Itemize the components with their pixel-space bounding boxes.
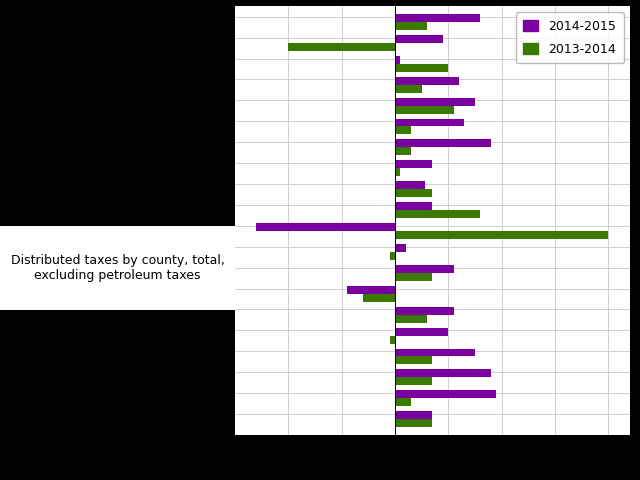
Bar <box>363 294 395 302</box>
Bar <box>395 328 449 336</box>
Bar <box>395 189 433 197</box>
Bar <box>395 35 443 43</box>
Bar <box>395 22 427 30</box>
Bar <box>395 273 433 281</box>
Bar <box>395 14 481 22</box>
Bar <box>395 97 475 106</box>
Bar <box>395 398 411 406</box>
Bar <box>395 231 609 239</box>
Bar <box>395 77 459 84</box>
Bar <box>395 210 481 218</box>
Legend: 2014-2015, 2013-2014: 2014-2015, 2013-2014 <box>516 12 623 63</box>
Bar <box>395 370 491 377</box>
Bar <box>395 126 411 134</box>
Bar <box>395 348 475 357</box>
Bar <box>395 168 400 176</box>
Bar <box>395 147 411 156</box>
Text: Distributed taxes by county, total,
excluding petroleum taxes: Distributed taxes by county, total, excl… <box>10 253 225 282</box>
Bar <box>395 202 433 210</box>
FancyBboxPatch shape <box>0 226 235 310</box>
Bar <box>395 315 427 323</box>
Bar <box>390 252 395 260</box>
Bar <box>395 357 433 364</box>
Bar <box>395 181 425 189</box>
Bar <box>395 411 433 419</box>
Bar <box>395 119 465 126</box>
Bar <box>395 419 433 427</box>
Bar <box>395 244 406 252</box>
Bar <box>395 265 454 273</box>
Bar <box>395 84 422 93</box>
Bar <box>395 377 433 385</box>
Bar <box>395 64 449 72</box>
Bar <box>288 43 395 51</box>
Bar <box>395 106 454 113</box>
Bar <box>347 286 395 294</box>
Bar <box>395 307 454 315</box>
Bar <box>256 223 395 231</box>
Bar <box>390 336 395 344</box>
Bar <box>395 160 433 168</box>
Bar <box>395 56 400 64</box>
Bar <box>395 139 491 147</box>
Bar <box>395 390 497 398</box>
